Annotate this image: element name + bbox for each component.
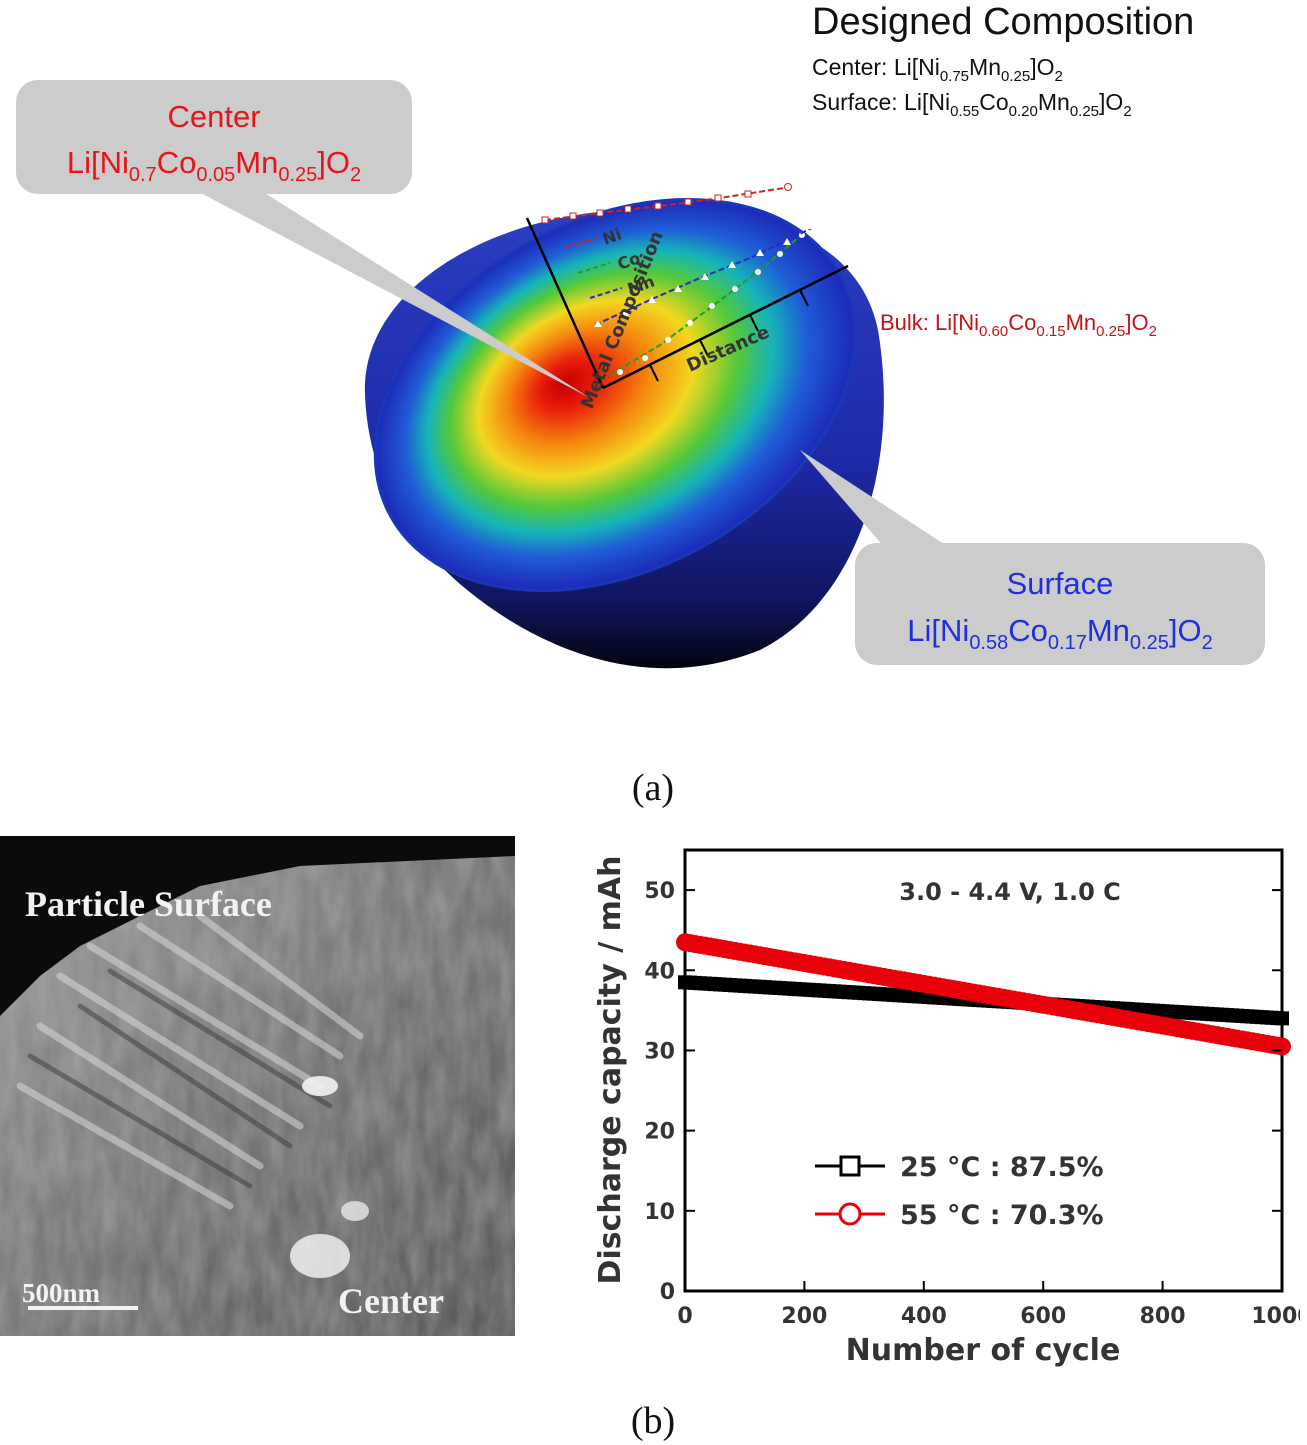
surface-callout-label: Surface bbox=[1007, 566, 1114, 601]
chart-xlabel: Number of cycle bbox=[846, 1333, 1121, 1368]
x-tick-label: 800 bbox=[1140, 1304, 1186, 1329]
legend-marker-circle bbox=[838, 1202, 862, 1226]
surface-callout: Surface Li[Ni0.58Co0.17Mn0.25]O2 bbox=[800, 450, 1265, 665]
y-tick-label: 50 bbox=[644, 879, 675, 904]
data-point bbox=[1273, 1037, 1291, 1056]
sem-particle-surface-label: Particle Surface bbox=[25, 884, 272, 924]
chart-annotation: 3.0 - 4.4 V, 1.0 C bbox=[899, 878, 1121, 906]
data-point bbox=[1275, 1011, 1289, 1026]
y-tick-label: 0 bbox=[660, 1280, 675, 1305]
cross-section-face bbox=[373, 198, 857, 592]
center-callout-label: Center bbox=[167, 99, 260, 134]
panel-a: Ni Co Mn Metal Composition Distance Cent… bbox=[16, 1, 1265, 809]
designed-surface: Surface: Li[Ni0.55Co0.20Mn0.25]O2 bbox=[812, 89, 1132, 120]
caption-b: (b) bbox=[631, 1400, 675, 1442]
center-callout-formula: Li[Ni0.7Co0.05Mn0.25]O2 bbox=[67, 145, 361, 186]
sem-image: Particle Surface 500nm Center bbox=[0, 836, 515, 1336]
y-tick-label: 40 bbox=[644, 959, 675, 984]
surface-callout-formula: Li[Ni0.58Co0.17Mn0.25]O2 bbox=[907, 613, 1212, 654]
y-tick-label: 30 bbox=[644, 1039, 675, 1064]
x-tick-label: 600 bbox=[1020, 1304, 1066, 1329]
plot-frame bbox=[683, 848, 1284, 1293]
center-callout: Center Li[Ni0.7Co0.05Mn0.25]O2 bbox=[16, 80, 590, 398]
x-tick-label: 200 bbox=[781, 1304, 827, 1329]
caption-b-wrap: (b) bbox=[631, 1400, 675, 1442]
chart-ylabel: Discharge capacity / mAh bbox=[593, 856, 628, 1285]
x-tick-label: 0 bbox=[677, 1304, 692, 1329]
sem-scale-bar bbox=[28, 1306, 138, 1310]
series-1 bbox=[676, 933, 1291, 1056]
legend-label: 25 °C : 87.5% bbox=[900, 1152, 1104, 1183]
caption-a: (a) bbox=[632, 767, 674, 809]
designed-title: Designed Composition bbox=[812, 1, 1194, 43]
sem-center-label: Center bbox=[338, 1281, 444, 1321]
legend-marker-square bbox=[839, 1155, 861, 1177]
x-tick-label: 400 bbox=[901, 1304, 947, 1329]
legend-label: 55 °C : 70.3% bbox=[900, 1200, 1104, 1231]
designed-center: Center: Li[Ni0.75Mn0.25]O2 bbox=[812, 54, 1063, 85]
designed-composition: Designed Composition Center: Li[Ni0.75Mn… bbox=[812, 1, 1194, 120]
sem-scale-label: 500nm bbox=[22, 1278, 101, 1308]
y-tick-label: 10 bbox=[644, 1200, 675, 1225]
y-tick-label: 20 bbox=[644, 1120, 675, 1145]
bulk-label: Bulk: Li[Ni0.60Co0.15Mn0.25]O2 bbox=[880, 310, 1157, 340]
